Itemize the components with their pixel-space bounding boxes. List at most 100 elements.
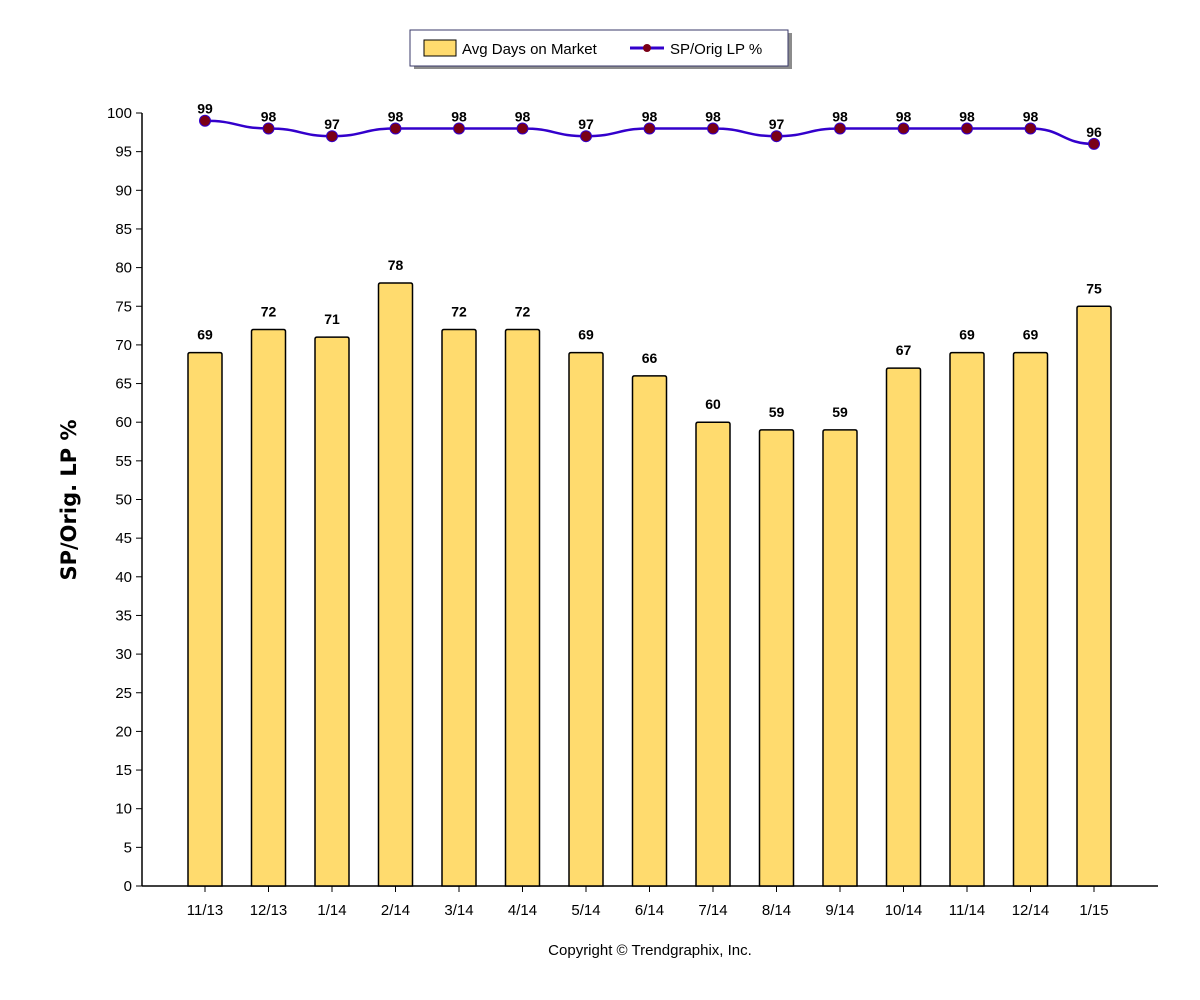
bar-data-label: 69 bbox=[197, 327, 213, 343]
x-tick-label: 2/14 bbox=[381, 902, 410, 919]
bar bbox=[949, 351, 985, 887]
bar bbox=[1076, 305, 1112, 887]
bar bbox=[631, 375, 668, 887]
line-data-label: 98 bbox=[832, 108, 848, 124]
bar bbox=[695, 421, 731, 887]
line-data-label: 98 bbox=[705, 108, 721, 124]
line-data-label: 98 bbox=[1023, 108, 1039, 124]
y-ticks: 0 5 10 15 20 25 30 35 40 45 50 55 60 65 70 75 80 85 90 95 10… bbox=[107, 105, 142, 895]
y-tick-label: 15 bbox=[115, 762, 132, 779]
bar-data-label: 78 bbox=[388, 257, 404, 273]
line-point bbox=[262, 122, 275, 135]
x-tick-label: 3/14 bbox=[444, 902, 473, 919]
bar bbox=[377, 282, 414, 887]
x-tick-label: 1/15 bbox=[1079, 902, 1108, 919]
line-point bbox=[707, 122, 719, 135]
copyright: Copyright © Trendgraphix, Inc. bbox=[548, 942, 752, 959]
line-data-label: 97 bbox=[324, 116, 340, 132]
y-tick-label: 60 bbox=[115, 414, 132, 431]
y-tick-label: 25 bbox=[115, 685, 132, 702]
line-data-label: 97 bbox=[578, 116, 594, 132]
bar bbox=[314, 336, 350, 887]
line-point bbox=[961, 122, 973, 135]
line-point bbox=[1088, 137, 1100, 150]
bar-data-label: 69 bbox=[959, 327, 975, 343]
line-data-label: 98 bbox=[261, 108, 277, 124]
bar-data-label: 69 bbox=[1023, 327, 1039, 343]
line-data-label: 98 bbox=[388, 108, 404, 124]
line-point bbox=[389, 122, 402, 135]
line-point bbox=[834, 122, 846, 135]
y-tick-label: 35 bbox=[115, 607, 132, 624]
bar-data-label: 69 bbox=[578, 327, 594, 343]
line-point bbox=[453, 122, 465, 135]
line-data-label: 98 bbox=[642, 108, 658, 124]
line-series: 99 98 97 98 98 98 97 98 98 97 98 98 98 98 96 bbox=[197, 101, 1102, 150]
line-point bbox=[1024, 122, 1037, 135]
line-point bbox=[199, 114, 211, 127]
line-point bbox=[770, 130, 783, 143]
line-data-label: 96 bbox=[1086, 124, 1102, 140]
y-tick-label: 0 bbox=[124, 878, 132, 895]
x-ticks: 11/13 12/13 1/14 2/14 3/14 4/14 5/14 6/14 7/14 8/… bbox=[187, 886, 1109, 919]
y-tick-label: 90 bbox=[115, 182, 132, 199]
x-tick-label: 8/14 bbox=[762, 902, 791, 919]
y-tick-label: 80 bbox=[115, 260, 132, 277]
y-tick-label: 55 bbox=[115, 453, 132, 470]
bar bbox=[885, 367, 922, 887]
y-tick-label: 30 bbox=[115, 646, 132, 663]
line-data-label: 99 bbox=[197, 101, 213, 117]
bar bbox=[758, 429, 795, 887]
y-tick-label: 100 bbox=[107, 105, 132, 122]
x-tick-label: 4/14 bbox=[508, 902, 537, 919]
y-tick-label: 95 bbox=[115, 144, 132, 161]
legend-line-marker bbox=[643, 44, 651, 52]
y-tick-label: 45 bbox=[115, 530, 132, 547]
bar-data-label: 59 bbox=[769, 404, 785, 420]
line-data-label: 98 bbox=[896, 108, 912, 124]
legend-bar-swatch bbox=[423, 39, 457, 57]
line-data-label: 97 bbox=[769, 116, 785, 132]
y-tick-label: 50 bbox=[115, 492, 132, 509]
bar bbox=[568, 351, 604, 887]
bar-data-label: 67 bbox=[896, 342, 912, 358]
bar-data-label: 72 bbox=[261, 303, 277, 319]
x-tick-label: 12/14 bbox=[1012, 902, 1050, 919]
bar-data-label: 72 bbox=[451, 303, 467, 319]
bar-data-label: 59 bbox=[832, 404, 848, 420]
x-tick-label: 7/14 bbox=[698, 902, 727, 919]
y-tick-label: 40 bbox=[115, 569, 132, 586]
x-tick-label: 6/14 bbox=[635, 902, 664, 919]
y-tick-label: 5 bbox=[124, 839, 132, 856]
x-tick-label: 10/14 bbox=[885, 902, 923, 919]
y-tick-label: 75 bbox=[115, 298, 132, 315]
x-tick-label: 11/14 bbox=[949, 902, 985, 919]
line-point bbox=[326, 130, 338, 143]
bar-data-label: 66 bbox=[642, 350, 658, 366]
bar bbox=[250, 328, 287, 887]
line-data-label: 98 bbox=[451, 108, 467, 124]
bar bbox=[504, 328, 541, 887]
line-data-label: 98 bbox=[515, 108, 531, 124]
bar-data-label: 60 bbox=[705, 396, 721, 412]
bar bbox=[187, 351, 223, 887]
bar-data-label: 71 bbox=[324, 311, 340, 327]
bar-data-label: 72 bbox=[515, 303, 531, 319]
bar bbox=[1012, 351, 1049, 887]
legend: Avg Days on Market SP/Orig LP % bbox=[409, 29, 792, 69]
bar bbox=[441, 328, 477, 887]
line-point bbox=[897, 122, 910, 135]
y-tick-label: 70 bbox=[115, 337, 132, 354]
x-tick-label: 9/14 bbox=[825, 902, 854, 919]
bar bbox=[822, 429, 858, 887]
y-tick-label: 10 bbox=[115, 801, 132, 818]
bar-data-label: 75 bbox=[1086, 280, 1102, 296]
legend-bar-label: Avg Days on Market bbox=[462, 41, 598, 58]
line-point bbox=[516, 122, 529, 135]
line-point bbox=[580, 130, 592, 143]
legend-line-label: SP/Orig LP % bbox=[670, 41, 762, 58]
bars: 69 72 71 78 72 72 69 66 60 59 59 67 69 69 75 bbox=[187, 257, 1112, 887]
y-tick-label: 20 bbox=[115, 723, 132, 740]
x-tick-label: 12/13 bbox=[250, 902, 288, 919]
